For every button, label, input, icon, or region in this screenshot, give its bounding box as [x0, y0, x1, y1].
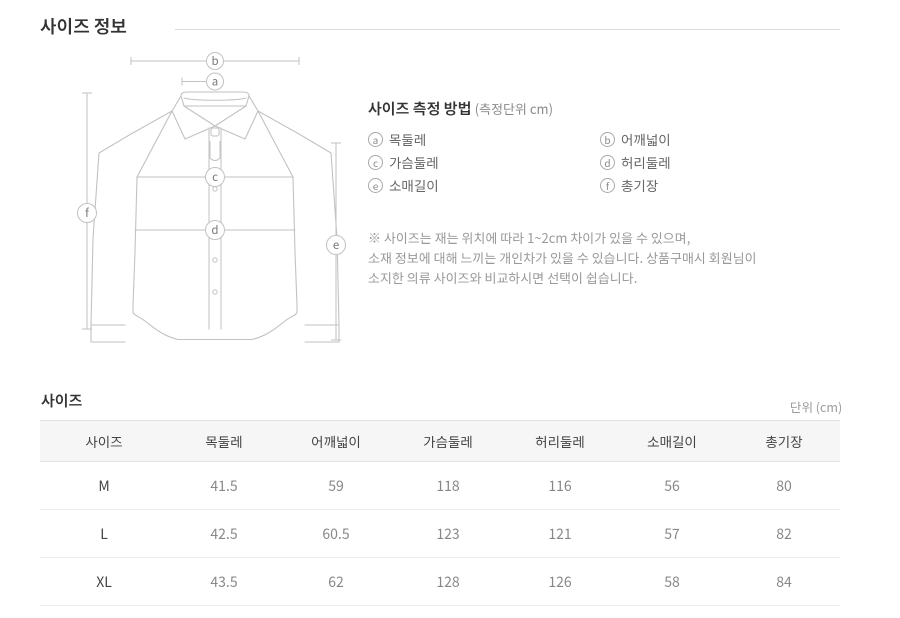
svg-text:d: d [211, 222, 218, 238]
svg-text:e: e [333, 237, 339, 253]
svg-text:b: b [211, 53, 218, 69]
svg-text:c: c [212, 169, 218, 185]
svg-text:a: a [212, 74, 218, 90]
